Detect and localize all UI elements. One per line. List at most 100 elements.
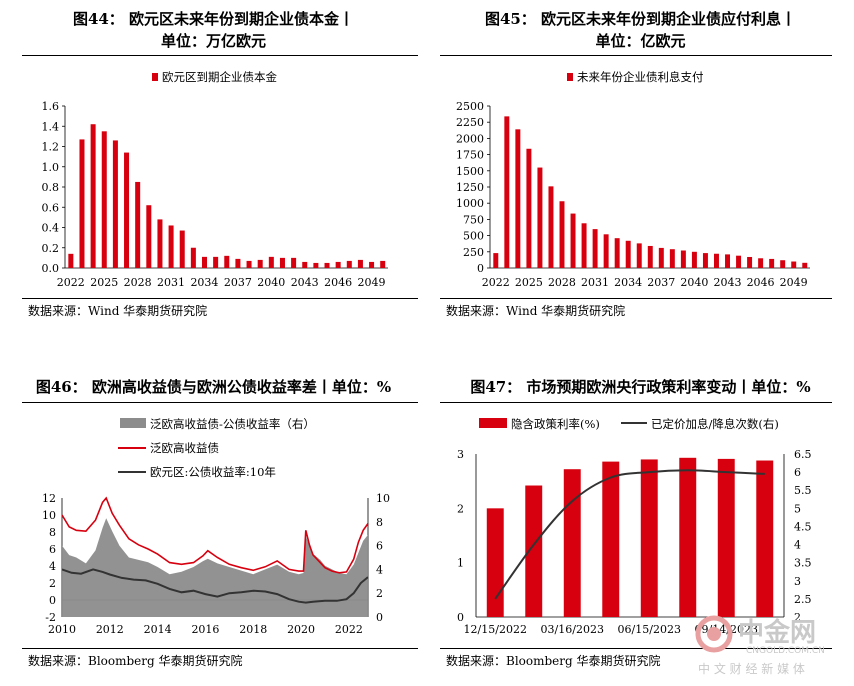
legend-label: 隐含政策利率(%) (511, 417, 600, 431)
right-tick-label: 4 (376, 563, 383, 576)
panel4-top-rule (440, 402, 832, 403)
y-tick-label: 750 (463, 213, 484, 226)
panel4-source: 数据来源：Bloomberg 华泰期货研究院 (446, 654, 661, 668)
bar-2045 (747, 256, 753, 268)
right-tick-label: 5 (794, 502, 801, 515)
bar-2035 (213, 256, 219, 268)
bar-06/15/2023 (640, 459, 658, 617)
right-tick-label: 2 (794, 611, 801, 624)
right-tick-label: 0 (376, 611, 383, 624)
y-tick-label: 1250 (456, 181, 484, 194)
chart-policy-rate-expectation: 0 1 2 3 2 2.5 3 3.5 4 4.5 5 5.5 6 6.5 12/15/2022 03/16/… (457, 417, 812, 636)
bar-2047 (769, 258, 775, 268)
panel1-source: 数据来源：Wind 华泰期货研究院 (28, 304, 208, 318)
y-tick-label: 500 (463, 230, 484, 243)
x-tick-label: 06/15/2023 (618, 623, 681, 636)
bar-2047 (346, 260, 352, 268)
bar-2039 (680, 250, 686, 268)
legend-label: 欧元区到期企业债本金 (162, 70, 277, 84)
bar-2040 (691, 251, 697, 268)
y-tick-label: 0.6 (42, 201, 60, 214)
bar-2043 (725, 254, 730, 268)
bar-2025 (526, 148, 532, 268)
bar-2044 (736, 255, 742, 268)
panel3-title: 图46： 欧洲高收益债与欧洲公债收益率差丨单位：% (0, 376, 427, 398)
bar-2034 (625, 240, 631, 268)
chart-maturity-principal: 0.0 0.2 0.4 0.6 0.8 1.0 1.2 1.4 1.6 2022 2025 2028 2… (42, 70, 388, 289)
bar-03/16/2023 (563, 469, 581, 617)
left-tick-label: 2 (49, 577, 56, 590)
bar-2028 (135, 181, 141, 268)
panel4-title: 图47： 市场预期欧洲央行政策利率变动丨单位：% (427, 376, 854, 398)
left-tick-label: 8 (49, 526, 56, 539)
right-tick-label: 6 (794, 466, 801, 479)
right-tick-label: 8 (376, 516, 383, 529)
panel3-bottom-rule (22, 648, 418, 649)
bar-2026 (537, 167, 543, 268)
bar-2048 (780, 260, 786, 268)
y-tick-label: 1750 (456, 149, 484, 162)
panel2-title: 图45： 欧元区未来年份到期企业债应付利息丨 单位：亿欧元 (427, 8, 854, 52)
watermark-brand: 中金网 (738, 618, 817, 648)
x-tick-label: 2022 (57, 276, 85, 289)
x-tick-label: 2049 (358, 276, 386, 289)
bar-2036 (647, 245, 653, 268)
right-tick-label: 6 (376, 540, 383, 553)
panel1-title-line1: 图44： 欧元区未来年份到期企业债本金丨 (72, 10, 355, 28)
x-tick-label: 2010 (48, 623, 76, 636)
chart-interest-payment: 0 250 500 750 1000 1250 1500 1750 2000 2250 2500 20… (456, 70, 810, 289)
bar-2022 (68, 253, 74, 268)
x-tick-label: 03/16/2023 (541, 623, 604, 636)
panel1-title-line2: 单位：万亿欧元 (160, 32, 266, 50)
bar-2022 (493, 253, 499, 268)
y-tick-label: 1500 (456, 165, 484, 178)
left-tick-label: 3 (457, 448, 464, 461)
bar-10/26/2023 (756, 460, 774, 617)
left-tick-label: 0 (49, 594, 56, 607)
legend-swatch-area (120, 418, 146, 428)
panel3-top-rule (22, 402, 418, 403)
watermark: 中金网 CNGOLD.COM.CN 中 文 财 经 新 媒 体 (694, 612, 844, 682)
left-tick-label: 0 (457, 611, 464, 624)
right-tick-label: 3.5 (794, 557, 812, 570)
x-tick-label: 2025 (515, 276, 543, 289)
panel4-bottom-rule (440, 648, 832, 649)
bar-2032 (603, 234, 609, 268)
y-tick-label: 1.2 (42, 141, 60, 154)
bar-2041 (279, 257, 285, 268)
x-tick-label: 2043 (291, 276, 319, 289)
panel1-top-rule (22, 55, 418, 56)
x-tick-label: 2028 (124, 276, 152, 289)
bar-2029 (570, 213, 576, 268)
y-tick-label: 1000 (456, 197, 484, 210)
panel2-title-line1: 图45： 欧元区未来年份到期企业债应付利息丨 (484, 10, 797, 28)
bar-07/27/2023 (679, 457, 697, 617)
x-tick-label: 2031 (581, 276, 609, 289)
bar-2050 (380, 260, 386, 268)
chart-high-yield-spread: -2 0 2 4 6 8 10 12 0 2 4 6 8 10 2010 2012 2014 2016 2018 20… (42, 417, 390, 636)
legend-swatch (567, 73, 573, 81)
y-tick-label: 2500 (456, 100, 484, 113)
x-tick-label: 2031 (157, 276, 185, 289)
bar-2049 (369, 261, 375, 268)
bar-2046 (758, 258, 764, 268)
y-tick-label: 0.4 (42, 222, 60, 235)
panel3-source: 数据来源：Bloomberg 华泰期货研究院 (28, 654, 243, 668)
bar-2035 (636, 243, 642, 268)
bar-2044 (313, 262, 319, 268)
panel1-title: 图44： 欧元区未来年份到期企业债本金丨 单位：万亿欧元 (0, 8, 427, 52)
left-tick-label: 2 (457, 502, 464, 515)
bar-2030 (581, 223, 587, 268)
y-tick-label: 0.0 (42, 262, 60, 275)
x-tick-label: 2022 (335, 623, 363, 636)
y-tick-label: 0 (477, 262, 484, 275)
x-tick-label: 2022 (482, 276, 510, 289)
x-tick-label: 2043 (713, 276, 741, 289)
x-tick-label: 2046 (747, 276, 775, 289)
left-tick-label: 1 (457, 557, 464, 570)
series-spread-area (62, 518, 368, 617)
bar-2039 (257, 259, 263, 268)
x-tick-label: 2020 (287, 623, 315, 636)
bar-2037 (658, 247, 664, 268)
x-tick-label: 2034 (614, 276, 642, 289)
